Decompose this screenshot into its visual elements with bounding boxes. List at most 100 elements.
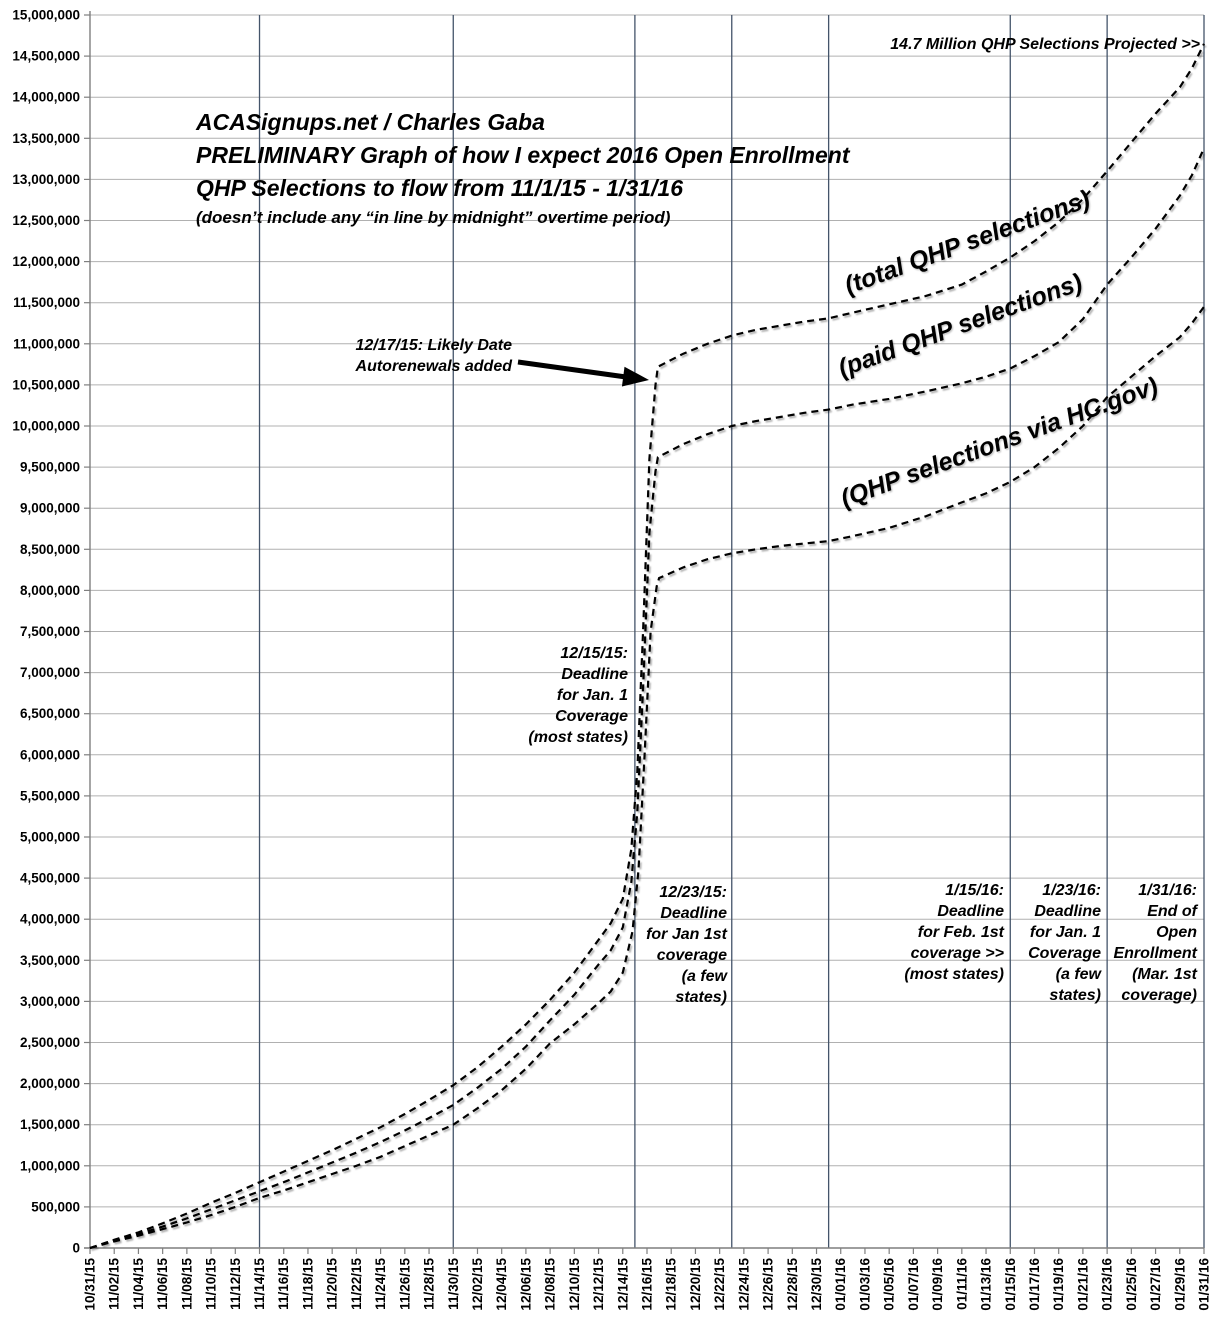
y-tick-label: 12,500,000 [12,213,80,228]
x-tick-label: 01/25/16 [1124,1258,1139,1311]
y-tick-label: 11,500,000 [13,295,80,310]
annotation-line: states) [675,989,727,1006]
annotation-line: Deadline [937,903,1004,920]
x-tick-label: 11/28/15 [422,1258,437,1310]
annotation-line: 12/23/15: [659,884,727,901]
annotation-line: 12/15/15: [560,645,628,662]
annotation-line: (a few [1056,966,1103,983]
x-tick-label: 11/22/15 [349,1258,364,1310]
annotation-deadline-12-23: 12/23/15: Deadline for Jan 1st coverage (a f… [646,884,728,1006]
annotation-line: coverage [657,947,727,964]
y-tick-label: 3,500,000 [20,953,80,968]
x-tick-label: 01/17/16 [1027,1258,1042,1311]
x-tick-label: 10/31/15 [83,1258,98,1311]
y-tick-label: 4,000,000 [20,912,80,927]
curve-series-0 [89,43,1205,1250]
y-tick-label: 2,500,000 [20,1035,80,1050]
y-tick-label: 0 [72,1241,80,1256]
annotation-line: 1/15/16: [945,882,1004,899]
y-tick-label: 8,500,000 [20,542,80,557]
y-tick-label: 5,000,000 [20,830,80,845]
annotations: 14.7 Million QHP Selections Projected >>… [355,36,1200,1006]
x-tick-label: 11/14/15 [252,1258,267,1310]
annotation-line: Coverage [555,708,628,725]
annotation-line: Open [1156,924,1197,941]
x-tick-label: 11/20/15 [325,1258,340,1310]
y-tick-label: 7,500,000 [20,624,80,639]
title-line-3: QHP Selections to flow from 11/1/15 - 1/… [196,175,683,201]
y-tick-label: 4,500,000 [20,871,80,886]
x-tick-label: 01/21/16 [1075,1258,1090,1311]
x-tick-label: 01/15/16 [1003,1258,1018,1311]
x-tick-label: 12/08/15 [543,1258,558,1311]
y-tick-label: 7,000,000 [20,665,80,680]
y-tick-label: 500,000 [31,1199,80,1214]
curve-series-2 [89,306,1205,1250]
x-tick-label: 01/13/16 [979,1258,994,1311]
x-axis-labels: 10/31/15 11/02/15 11/04/15 11/06/15 11/08/15… [83,1248,1212,1311]
x-tick-label: 12/28/15 [785,1258,800,1311]
y-tick-label: 6,500,000 [20,706,80,721]
annotation-line: (most states) [904,966,1004,983]
annotation-line: for Jan. 1 [1030,924,1101,941]
x-tick-label: 01/09/16 [930,1258,945,1311]
y-tick-label: 13,000,000 [12,172,80,187]
annotation-line: (Mar. 1st [1132,966,1198,983]
y-tick-label: 9,500,000 [20,460,80,475]
annotation-line: (most states) [528,729,628,746]
x-tick-label: 01/07/16 [906,1258,921,1311]
annotation-autorenewals: 12/17/15: Likely Date Autorenewals added [355,337,649,387]
y-tick-label: 9,000,000 [20,501,80,516]
x-tick-label: 12/04/15 [494,1258,509,1311]
x-tick-label: 11/24/15 [373,1258,388,1310]
y-tick-label: 14,000,000 [12,90,80,105]
x-tick-label: 12/30/15 [809,1258,824,1311]
x-tick-label: 01/11/16 [954,1258,969,1310]
annotation-line: for Feb. 1st [918,924,1005,941]
x-tick-label: 11/10/15 [204,1258,219,1310]
annotation-deadline-01-23: 1/23/16: Deadline for Jan. 1 Coverage (a few… [1028,882,1102,1004]
annotation-line: coverage >> [911,945,1004,962]
x-tick-label: 01/19/16 [1051,1258,1066,1311]
annotation-line: for Jan 1st [646,926,728,943]
y-tick-label: 5,500,000 [20,788,80,803]
annotation-line: 1/23/16: [1042,882,1101,899]
x-tick-label: 01/27/16 [1148,1258,1163,1311]
x-tick-label: 01/01/16 [833,1258,848,1311]
x-tick-label: 11/12/15 [228,1258,243,1310]
x-tick-label: 11/26/15 [397,1258,412,1310]
x-tick-label: 12/22/15 [712,1258,727,1311]
chart-title-block: ACASignups.net / Charles Gaba PRELIMINAR… [196,106,850,231]
y-tick-label: 10,000,000 [12,419,80,434]
curve-series-1 [89,147,1206,1250]
annotation-line: Enrollment [1113,945,1197,962]
annotation-line: Autorenewals added [355,358,514,375]
y-tick-label: 2,000,000 [20,1076,80,1091]
annotation-deadline-01-15: 1/15/16: Deadline for Feb. 1st coverage >> (… [904,882,1004,983]
x-tick-label: 12/26/15 [761,1258,776,1311]
x-tick-label: 01/23/16 [1100,1258,1115,1311]
x-tick-label: 12/10/15 [567,1258,582,1311]
x-tick-label: 11/02/15 [107,1258,122,1310]
annotation-line: Coverage [1028,945,1101,962]
annotation-line: 1/31/16: [1138,882,1197,899]
y-tick-label: 6,000,000 [20,747,80,762]
x-tick-label: 11/08/15 [179,1258,194,1310]
axes [84,11,1204,1249]
x-tick-label: 01/03/16 [857,1258,872,1311]
annotation-end-01-31: 1/31/16: End of Open Enrollment (Mar. 1st cov… [1113,882,1198,1004]
x-tick-label: 01/05/16 [882,1258,897,1311]
vertical-reference-lines [258,15,1205,1248]
y-tick-label: 10,500,000 [12,377,80,392]
x-tick-label: 11/18/15 [300,1258,315,1310]
annotation-deadline-12-15: 12/15/15: Deadline for Jan. 1 Coverage (most… [528,645,628,746]
x-tick-label: 01/29/16 [1172,1258,1187,1311]
y-axis-labels: 0 500,000 1,000,000 1,500,000 2,000,000 2,500… [12,8,90,1256]
series-label-2: (QHP selections via HC.gov) [837,372,1162,513]
y-tick-label: 8,000,000 [20,583,80,598]
x-tick-label: 11/04/15 [131,1258,146,1310]
x-tick-label: 11/16/15 [276,1258,291,1310]
title-line-2: PRELIMINARY Graph of how I expect 2016 O… [196,142,850,168]
